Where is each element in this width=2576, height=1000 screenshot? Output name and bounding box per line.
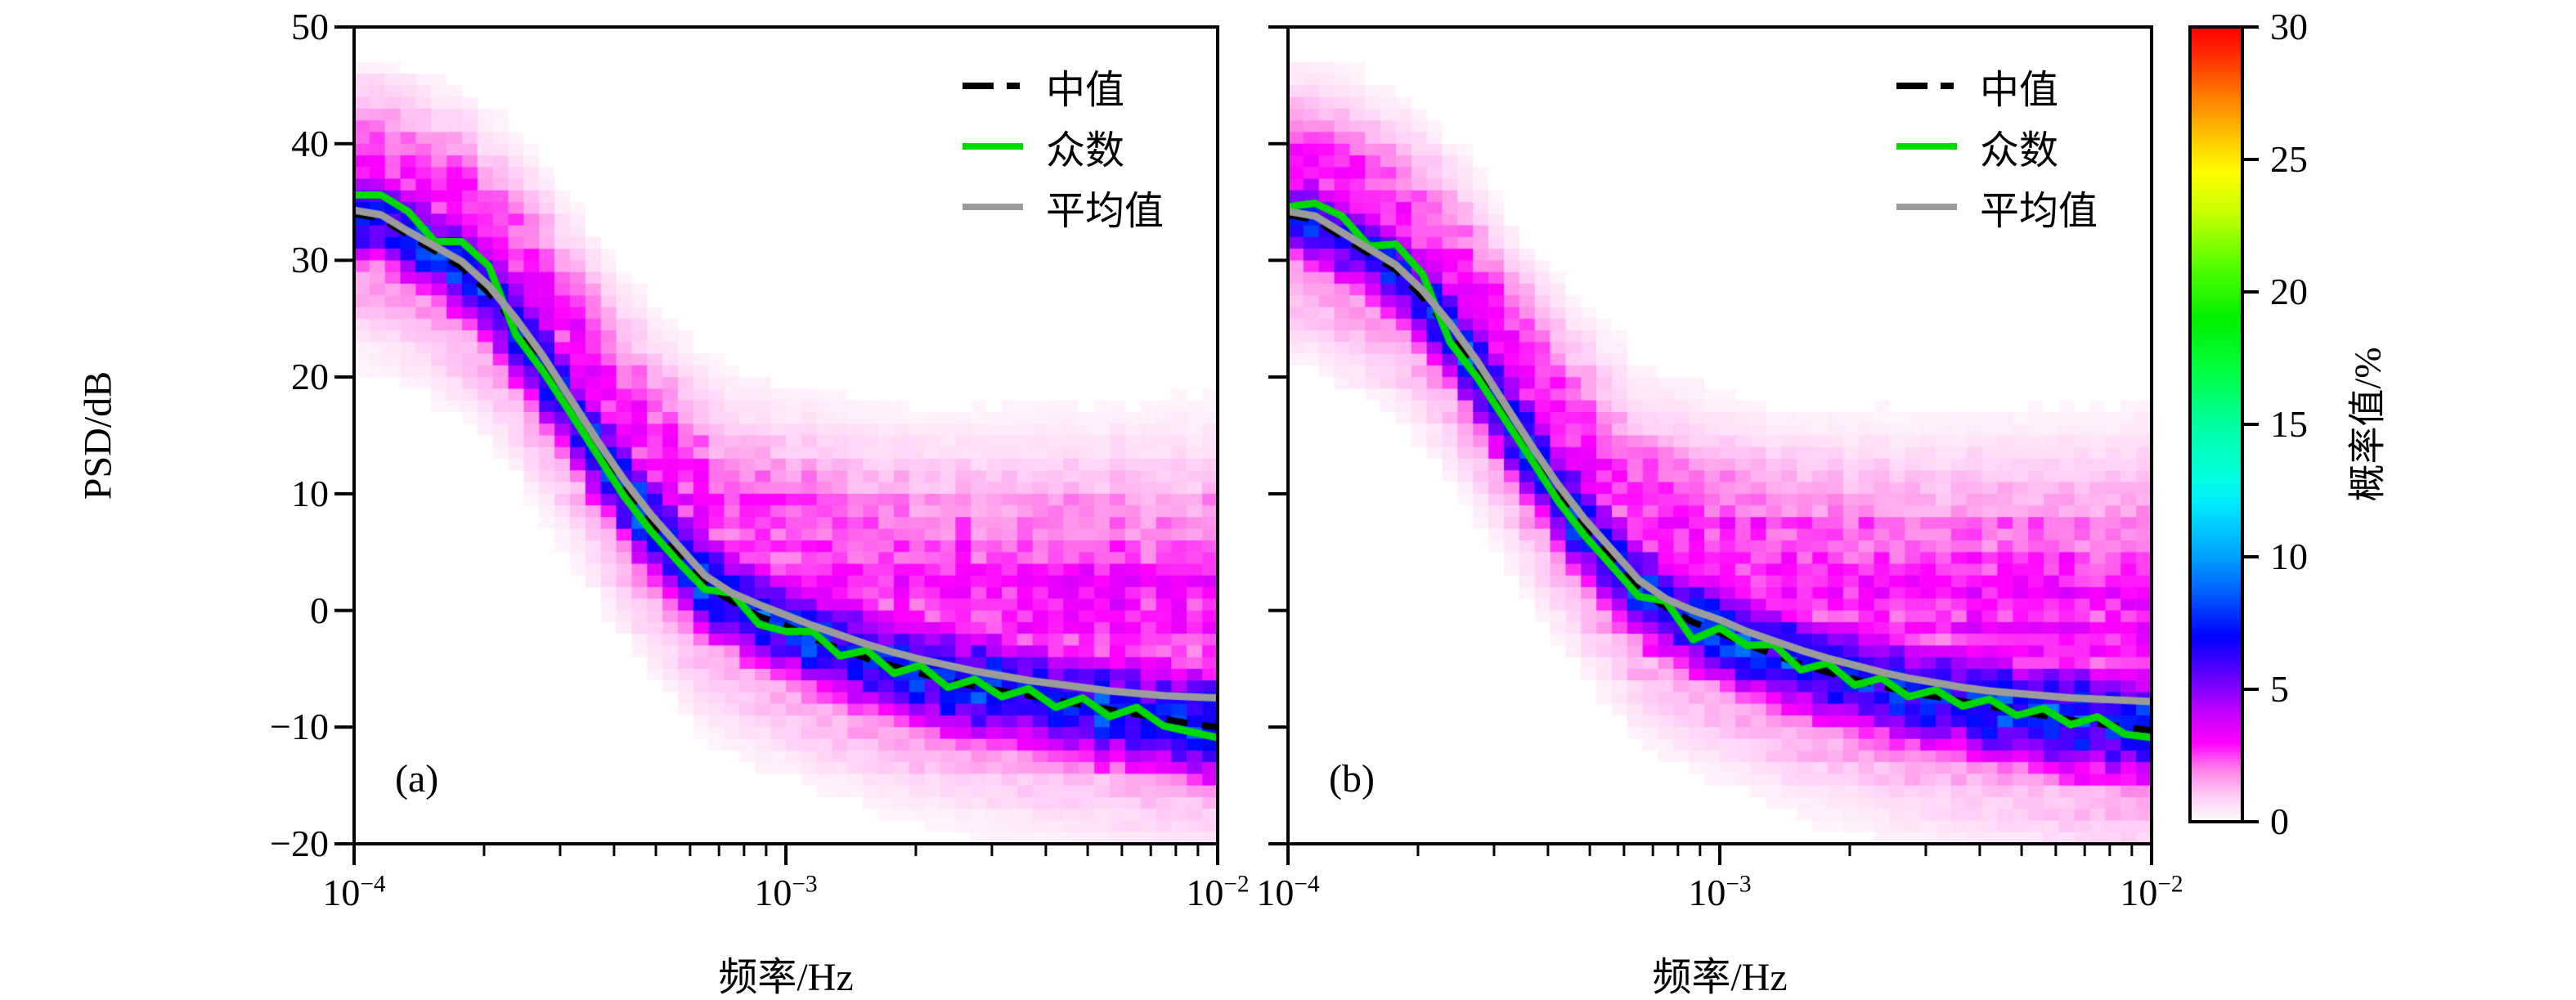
heatmap-panel-a — [354, 27, 1218, 844]
legend-item-mean: 平均值 — [1896, 177, 2098, 237]
y-tick-label: −10 — [270, 706, 329, 748]
mode-line-sample — [963, 143, 1023, 150]
legend-item-mode: 众数 — [963, 116, 1164, 177]
legend-label-mean: 平均值 — [1980, 190, 2098, 233]
legend-b: 中值 众数 平均值 — [1896, 56, 2098, 237]
y-axis-label: PSD/dB — [76, 305, 121, 567]
legend-label-mean: 平均值 — [1046, 190, 1165, 233]
x-axis-label-b: 频率/Hz — [1622, 944, 1818, 1000]
x-tick-label: 10−4 — [1256, 871, 1320, 913]
y-tick-label: 40 — [291, 122, 329, 164]
y-tick-label: 50 — [291, 6, 329, 47]
legend-item-median: 中值 — [963, 56, 1164, 116]
x-axis-label-a: 频率/Hz — [688, 944, 884, 1000]
heatmap-panel-b — [1288, 27, 2152, 844]
x-tick-label: 10−3 — [1688, 871, 1752, 913]
median-line-sample — [963, 83, 1023, 89]
y-tick-label: 20 — [291, 356, 329, 398]
mean-line-sample — [963, 204, 1023, 210]
legend-label-mode: 众数 — [1046, 129, 1125, 173]
panel-letter-a: (a) — [395, 757, 439, 800]
legend-label-median: 中值 — [1046, 69, 1125, 112]
y-tick-label: −20 — [270, 823, 329, 864]
median-line-sample — [1896, 83, 1957, 89]
x-tick-label: 10−4 — [322, 871, 386, 913]
colorbar-tick-label: 15 — [2270, 403, 2308, 445]
colorbar-tick-label: 5 — [2270, 668, 2289, 710]
mode-line-sample — [1896, 143, 1957, 150]
x-tick-label: 10−2 — [2120, 871, 2183, 913]
colorbar-tick-label: 10 — [2270, 536, 2308, 577]
legend-label-mode: 众数 — [1980, 129, 2059, 173]
colorbar-tick-label: 0 — [2270, 800, 2289, 842]
x-tick-label: 10−3 — [754, 871, 818, 913]
legend-item-mean: 平均值 — [963, 177, 1164, 237]
y-axis-label-text: PSD/dB — [76, 370, 120, 500]
x-tick-label: 10−2 — [1186, 871, 1250, 913]
mean-line-sample — [1896, 204, 1957, 210]
legend-a: 中值 众数 平均值 — [963, 56, 1164, 237]
colorbar-tick-label: 20 — [2270, 271, 2308, 312]
y-tick-label: 30 — [291, 239, 329, 281]
y-tick-label: 10 — [291, 472, 329, 514]
y-tick-label: 0 — [310, 589, 329, 631]
colorbar-tick-label: 25 — [2270, 138, 2308, 180]
colorbar-gradient — [2190, 27, 2242, 822]
legend-item-mode: 众数 — [1896, 116, 2098, 177]
colorbar-tick-label: 30 — [2270, 6, 2308, 47]
x-axis-label-b-text: 频率/Hz — [1652, 956, 1788, 999]
legend-label-median: 中值 — [1980, 69, 2059, 112]
legend-item-median: 中值 — [1896, 56, 2098, 116]
colorbar-frame — [2188, 25, 2244, 823]
panel-letter-b: (b) — [1329, 757, 1375, 800]
x-axis-label-a-text: 频率/Hz — [718, 956, 854, 999]
